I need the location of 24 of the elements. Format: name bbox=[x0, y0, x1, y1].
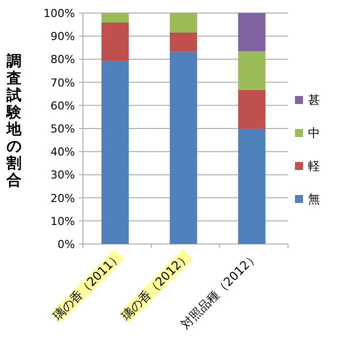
legend-label: 甚 bbox=[308, 93, 320, 107]
y-tick-label: 60% bbox=[50, 99, 75, 112]
legend-label: 無 bbox=[308, 192, 320, 206]
bar bbox=[170, 32, 198, 52]
y-tick-label: 10% bbox=[50, 214, 75, 228]
bar bbox=[170, 52, 198, 244]
y-tick-label: 90% bbox=[50, 30, 75, 44]
bar bbox=[101, 61, 129, 244]
bar bbox=[170, 13, 198, 32]
y-tick-label: 100% bbox=[44, 7, 75, 20]
y-tick-label: 0% bbox=[58, 238, 75, 251]
y-tick-label: 70% bbox=[50, 76, 75, 90]
y-tick-label: 50% bbox=[50, 122, 75, 136]
y-tick-label: 20% bbox=[50, 192, 75, 205]
bar bbox=[238, 90, 266, 128]
legend-label: 中 bbox=[308, 126, 320, 140]
y-tick-label: 40% bbox=[50, 146, 75, 159]
y-tick-label: 80% bbox=[50, 53, 75, 66]
bar bbox=[101, 22, 129, 62]
bar bbox=[101, 13, 129, 22]
y-tick-label: 30% bbox=[50, 168, 75, 182]
y-axis-title: 調査試験地の割合 bbox=[6, 52, 22, 189]
bar bbox=[238, 128, 266, 244]
legend-label: 軽 bbox=[308, 159, 320, 173]
